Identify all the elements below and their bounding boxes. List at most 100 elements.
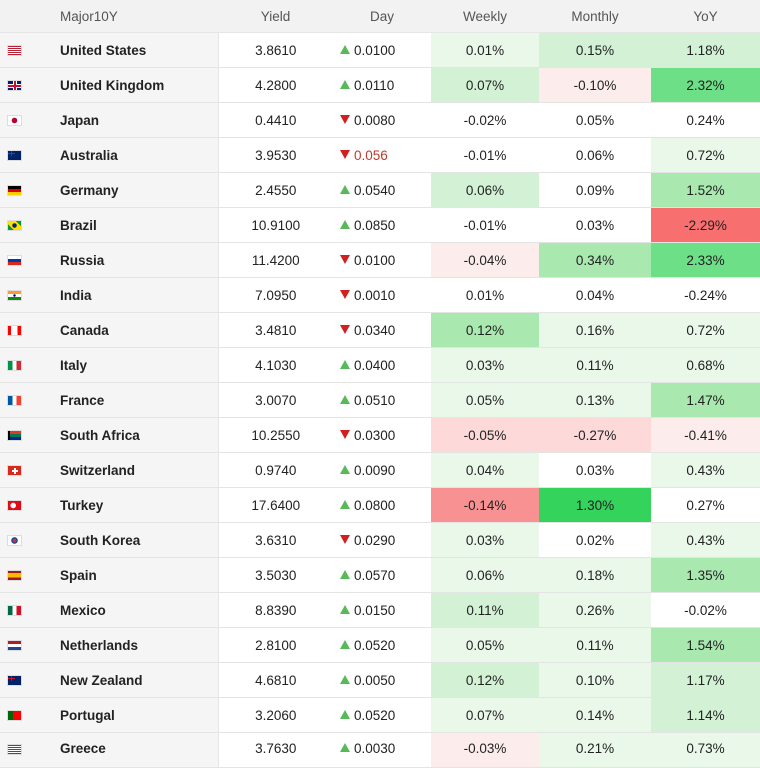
country-name-australia[interactable]: Australia (50, 137, 219, 173)
monthly-change: 0.03% (539, 207, 651, 243)
yield-value: 0.4410 (218, 102, 333, 138)
table-row[interactable]: Italy 4.1030 0.0400 0.03% 0.11% 0.68% (0, 347, 760, 383)
day-change-value: 0.0010 (354, 287, 396, 303)
table-header-row: Major10Y Yield Day Weekly Monthly YoY (0, 0, 760, 33)
weekly-change: -0.01% (431, 137, 539, 173)
weekly-change: 0.12% (431, 312, 539, 348)
yoy-change: 0.68% (651, 347, 760, 383)
day-change-value: 0.0050 (354, 672, 396, 688)
flag-cell (0, 417, 50, 453)
country-name-turkey[interactable]: Turkey (50, 487, 219, 523)
table-row[interactable]: South Korea 3.6310 0.0290 0.03% 0.02% 0.43% (0, 522, 760, 558)
yield-value: 7.0950 (218, 277, 333, 313)
flag-br-icon (8, 221, 21, 231)
country-name-south-korea[interactable]: South Korea (50, 522, 219, 558)
table-row[interactable]: United Kingdom 4.2800 0.0110 0.07% -0.10% 2.3… (0, 67, 760, 103)
header-day[interactable]: Day (333, 0, 431, 33)
triangle-down-icon (340, 114, 350, 124)
triangle-up-icon (340, 569, 350, 579)
table-row[interactable]: Greece 3.7630 0.0030 -0.03% 0.21% 0.73% (0, 732, 760, 768)
table-row[interactable]: India 7.0950 0.0010 0.01% 0.04% -0.24% (0, 277, 760, 313)
flag-cell (0, 382, 50, 418)
yield-value: 2.4550 (218, 172, 333, 208)
monthly-change: 0.04% (539, 277, 651, 313)
triangle-down-icon (340, 429, 350, 439)
flag-cell (0, 592, 50, 628)
triangle-down-icon (340, 149, 350, 159)
day-change: 0.0850 (333, 207, 431, 243)
country-name-united-kingdom[interactable]: United Kingdom (50, 67, 219, 103)
day-change-value: 0.0520 (354, 707, 396, 723)
header-yield[interactable]: Yield (218, 0, 333, 33)
flag-cell (0, 347, 50, 383)
country-name-canada[interactable]: Canada (50, 312, 219, 348)
country-name-brazil[interactable]: Brazil (50, 207, 219, 243)
country-name-spain[interactable]: Spain (50, 557, 219, 593)
table-row[interactable]: Mexico 8.8390 0.0150 0.11% 0.26% -0.02% (0, 592, 760, 628)
country-name-netherlands[interactable]: Netherlands (50, 627, 219, 663)
header-weekly[interactable]: Weekly (431, 0, 539, 33)
flag-nl-icon (8, 641, 21, 651)
day-change: 0.0050 (333, 662, 431, 698)
country-name-japan[interactable]: Japan (50, 102, 219, 138)
country-name-new-zealand[interactable]: New Zealand (50, 662, 219, 698)
weekly-change: 0.04% (431, 452, 539, 488)
flag-cell (0, 452, 50, 488)
table-row[interactable]: Turkey 17.6400 0.0800 -0.14% 1.30% 0.27% (0, 487, 760, 523)
table-row[interactable]: Spain 3.5030 0.0570 0.06% 0.18% 1.35% (0, 557, 760, 593)
triangle-up-icon (340, 464, 350, 474)
triangle-up-icon (340, 709, 350, 719)
triangle-up-icon (340, 44, 350, 54)
country-name-south-africa[interactable]: South Africa (50, 417, 219, 453)
flag-in-icon (8, 291, 21, 301)
yield-value: 3.6310 (218, 522, 333, 558)
weekly-change: 0.03% (431, 347, 539, 383)
country-name-united-states[interactable]: United States (50, 32, 219, 68)
country-name-portugal[interactable]: Portugal (50, 697, 219, 733)
country-name-russia[interactable]: Russia (50, 242, 219, 278)
table-row[interactable]: Japan 0.4410 0.0080 -0.02% 0.05% 0.24% (0, 102, 760, 138)
country-name-italy[interactable]: Italy (50, 347, 219, 383)
header-monthly[interactable]: Monthly (539, 0, 651, 33)
table-row[interactable]: France 3.0070 0.0510 0.05% 0.13% 1.47% (0, 382, 760, 418)
country-name-india[interactable]: India (50, 277, 219, 313)
table-row[interactable]: Netherlands 2.8100 0.0520 0.05% 0.11% 1.54% (0, 627, 760, 663)
country-name-france[interactable]: France (50, 382, 219, 418)
day-change: 0.0290 (333, 522, 431, 558)
country-name-germany[interactable]: Germany (50, 172, 219, 208)
table-row[interactable]: Canada 3.4810 0.0340 0.12% 0.16% 0.72% (0, 312, 760, 348)
header-yoy[interactable]: YoY (651, 0, 760, 33)
flag-fr-icon (8, 396, 21, 406)
table-row[interactable]: Russia 11.4200 0.0100 -0.04% 0.34% 2.33% (0, 242, 760, 278)
day-change: 0.0090 (333, 452, 431, 488)
yoy-change: -2.29% (651, 207, 760, 243)
yoy-change: 1.17% (651, 662, 760, 698)
table-row[interactable]: Australia 3.9530 0.056 -0.01% 0.06% 0.72% (0, 137, 760, 173)
table-row[interactable]: Brazil 10.9100 0.0850 -0.01% 0.03% -2.29% (0, 207, 760, 243)
flag-es-icon (8, 571, 21, 581)
monthly-change: 0.16% (539, 312, 651, 348)
table-row[interactable]: Switzerland 0.9740 0.0090 0.04% 0.03% 0.43% (0, 452, 760, 488)
table-row[interactable]: New Zealand 4.6810 0.0050 0.12% 0.10% 1.17% (0, 662, 760, 698)
flag-za-icon (8, 431, 21, 441)
monthly-change: 0.13% (539, 382, 651, 418)
table-row[interactable]: United States 3.8610 0.0100 0.01% 0.15% 1.18% (0, 32, 760, 68)
flag-cell (0, 697, 50, 733)
table-row[interactable]: Portugal 3.2060 0.0520 0.07% 0.14% 1.14% (0, 697, 760, 733)
table-row[interactable]: South Africa 10.2550 0.0300 -0.05% -0.27% -0.… (0, 417, 760, 453)
flag-nz-icon (8, 676, 21, 686)
triangle-down-icon (340, 289, 350, 299)
day-change-value: 0.0150 (354, 602, 396, 618)
table-row[interactable]: Germany 2.4550 0.0540 0.06% 0.09% 1.52% (0, 172, 760, 208)
country-name-greece[interactable]: Greece (50, 732, 219, 768)
flag-it-icon (8, 361, 21, 371)
header-major10y[interactable]: Major10Y (50, 0, 218, 33)
yield-value: 3.9530 (218, 137, 333, 173)
yoy-change: 1.54% (651, 627, 760, 663)
country-name-mexico[interactable]: Mexico (50, 592, 219, 628)
monthly-change: 0.09% (539, 172, 651, 208)
country-name-switzerland[interactable]: Switzerland (50, 452, 219, 488)
yoy-change: 2.33% (651, 242, 760, 278)
yield-value: 8.8390 (218, 592, 333, 628)
